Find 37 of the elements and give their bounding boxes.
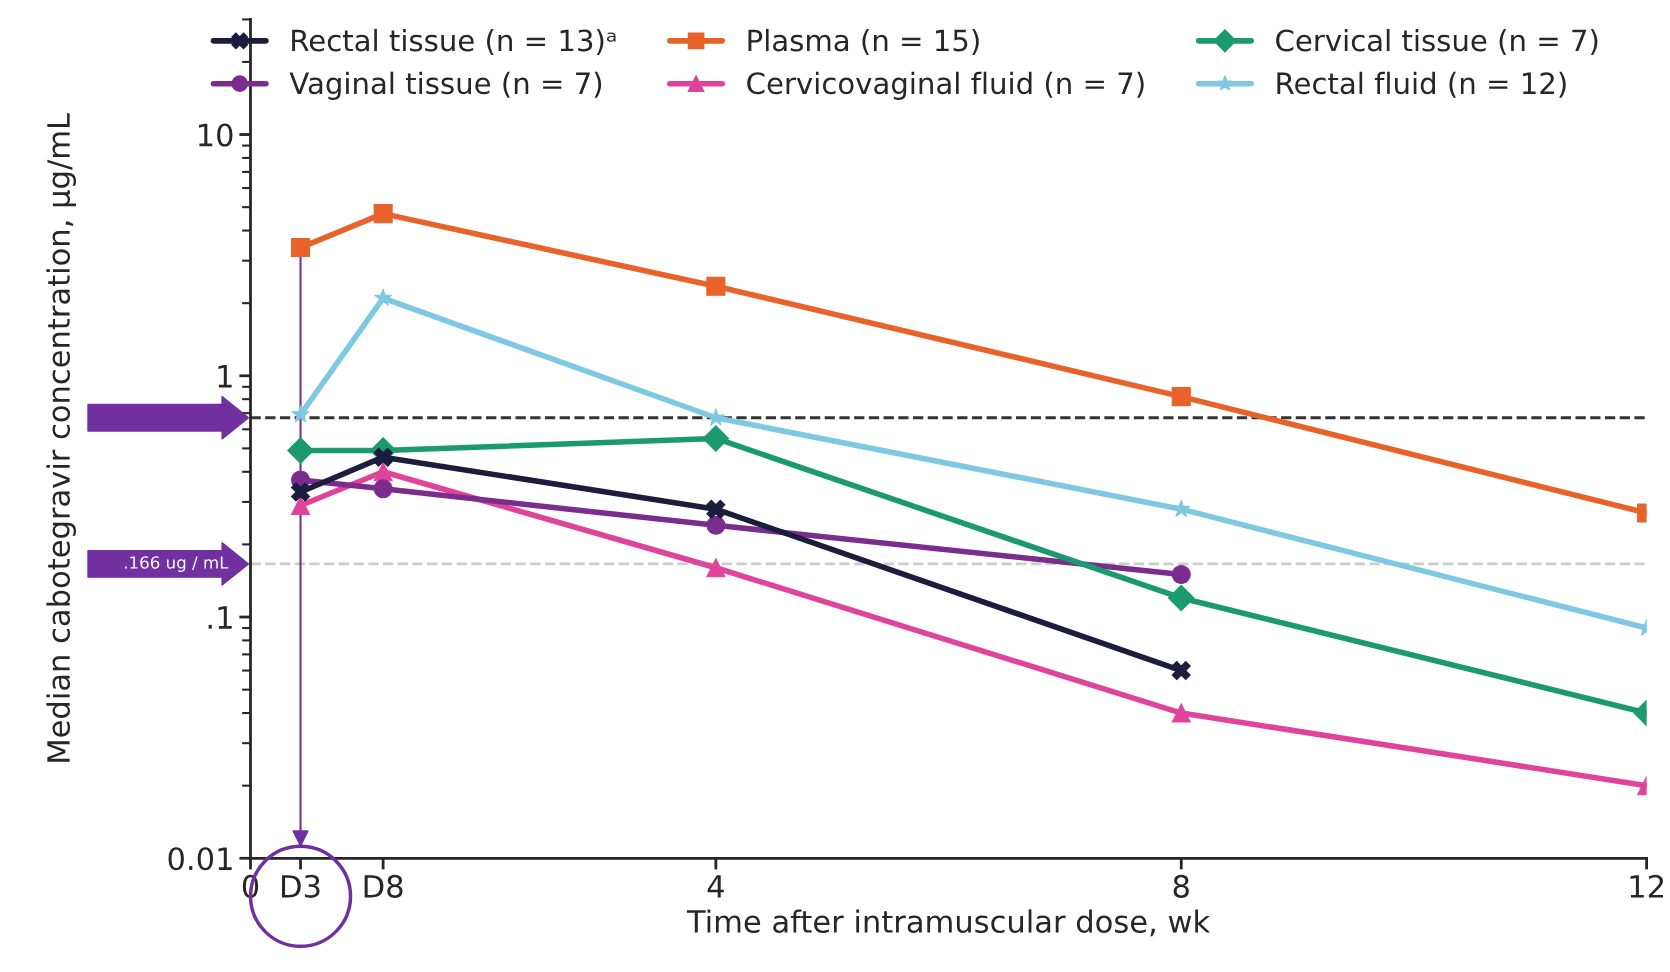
point: [290, 495, 311, 516]
point: [1171, 387, 1191, 407]
point: [706, 558, 726, 578]
legend-label: Cervical tissue (n = 7): [1276, 28, 1598, 55]
legend-label: Cervicovaginal fluid (n = 7): [747, 71, 1144, 100]
point: [290, 238, 311, 258]
point: [702, 425, 730, 452]
point: [373, 204, 393, 224]
point: [706, 276, 726, 296]
point: [1167, 584, 1195, 612]
y-tick-label: .1: [208, 606, 232, 629]
point: [1171, 661, 1191, 681]
y-axis-title: Median cabotegravir concentration, µg/mL: [46, 113, 76, 762]
point: [374, 288, 393, 306]
legend-label: Rectal tissue (n = 13)ᵃ: [292, 28, 616, 55]
legend-label: Plasma (n = 15): [748, 28, 979, 55]
x-axis-title: Time after intramuscular dose, wk: [686, 909, 1211, 937]
point: [1171, 565, 1191, 585]
point: [287, 437, 314, 464]
x-tick-label: D8: [364, 874, 403, 898]
y-tick-label: 10: [199, 123, 233, 147]
x-tick-label: 4: [707, 875, 724, 898]
legend-label: Vaginal tissue (n = 7): [289, 71, 602, 100]
point: [373, 479, 393, 499]
point: [291, 405, 310, 423]
point: [290, 482, 311, 502]
x-tick-label: 12: [1630, 874, 1663, 898]
point: [1171, 703, 1191, 723]
point: [373, 462, 393, 482]
ref-line-label: .166 ug / mL: [125, 556, 229, 572]
point: [706, 499, 726, 519]
legend-label: Rectal fluid (n = 12): [1277, 71, 1566, 98]
point: [706, 515, 726, 535]
x-tick-label: D3: [282, 874, 320, 898]
y-tick-label: 1: [218, 365, 232, 388]
x-tick-label: 8: [1173, 874, 1189, 898]
y-tick-label: 0.01: [168, 847, 232, 871]
